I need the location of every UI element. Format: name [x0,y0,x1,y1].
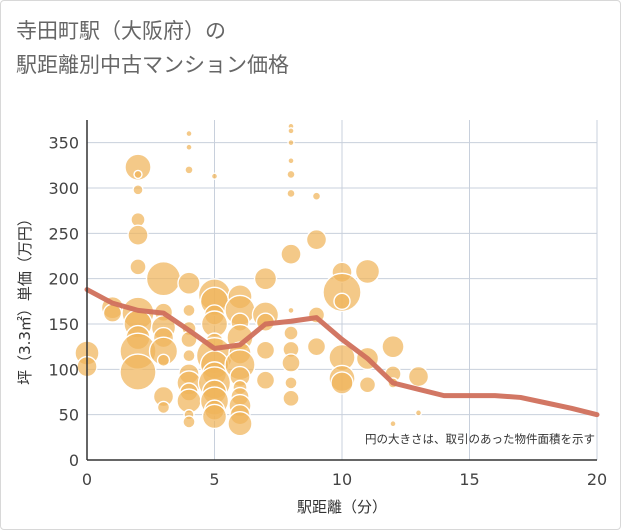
x-tick-label: 0 [82,470,92,489]
bubble-point [354,258,381,285]
bubble-point [333,292,351,311]
bubble-point [287,138,295,147]
average-price-line [84,287,600,418]
bubble-point [330,371,354,395]
x-tick-label: 10 [332,470,352,489]
bubble-point [185,129,193,138]
bubble-point [133,169,143,180]
title-line-2: 駅距離別中古マンション価格 [16,53,289,77]
bubble-point [306,336,327,357]
bubble-point [280,243,302,265]
bubble-point [127,224,149,246]
bubble-point [227,411,253,437]
bubble-point [132,184,144,196]
bubble-point [305,228,328,251]
bubble-point [182,303,196,318]
x-tick-label: 20 [587,470,607,489]
y-tick-label: 100 [48,360,79,379]
bubble-point [182,415,196,429]
bubble-point [389,420,397,428]
bubble-point [156,353,171,367]
bubble-point [286,188,296,199]
bubble-point [381,334,405,359]
bubble-point [210,172,219,180]
bubble-point [414,409,423,417]
bubble-point [255,340,276,360]
bubble-point [311,191,322,201]
x-tick-label: 5 [209,470,219,489]
bubble-point [286,169,296,180]
bubble-point [287,157,295,165]
bubble-point [287,127,295,135]
bubble-point [184,165,194,175]
bubble-point [358,376,377,394]
bubble-point [177,271,201,295]
bubble-point [124,153,152,181]
y-axis-label: 坪（3.3㎡）単価（万円） [16,211,34,385]
y-tick-label: 0 [69,451,79,470]
bubble-point [129,258,147,276]
bubble-point [281,353,301,373]
bubble-point [156,400,171,415]
x-tick-label: 15 [459,470,479,489]
bubble-size-note: 円の大きさは、取引のあった物件面積を示す [365,432,595,446]
y-tick-label: 50 [59,406,79,425]
y-tick-label: 200 [48,270,79,289]
bubble-point [253,266,278,291]
chart-title: 寺田町駅（大阪府）の 駅距離別中古マンション価格 [16,14,289,82]
y-tick-label: 150 [48,315,79,334]
y-tick-label: 350 [48,134,79,153]
bubble-point [182,349,196,363]
bubble-point [284,376,298,390]
bubble-point [282,389,300,408]
bubble-point [283,325,299,341]
axes-layer: 0 50 100 150 200 250 300 350 0 5 10 15 20 [48,120,607,489]
bubble-point [145,260,182,297]
y-tick-label: 250 [48,224,79,243]
bubble-point [407,365,430,388]
trend-line-layer [84,287,600,418]
bubble-point [185,143,193,151]
bubble-layer [74,122,430,437]
x-axis-label: 駅距離（分） [297,498,387,516]
title-line-1: 寺田町駅（大阪府）の [16,19,226,43]
bubble-point [201,403,228,430]
y-tick-label: 300 [48,179,79,198]
bubble-point [322,272,362,312]
bubble-point [255,370,276,390]
bubble-point [119,353,157,391]
bubble-point [287,306,295,315]
